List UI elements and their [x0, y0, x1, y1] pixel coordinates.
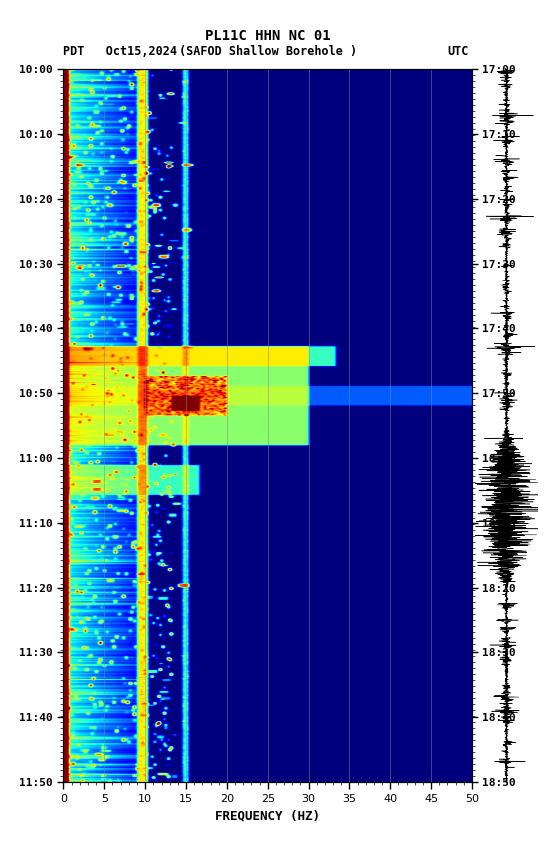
Text: UTC: UTC: [448, 45, 469, 59]
Text: PL11C HHN NC 01: PL11C HHN NC 01: [205, 29, 331, 43]
X-axis label: FREQUENCY (HZ): FREQUENCY (HZ): [215, 810, 320, 823]
Text: (SAFOD Shallow Borehole ): (SAFOD Shallow Borehole ): [179, 45, 357, 59]
Text: PDT   Oct15,2024: PDT Oct15,2024: [63, 45, 178, 59]
